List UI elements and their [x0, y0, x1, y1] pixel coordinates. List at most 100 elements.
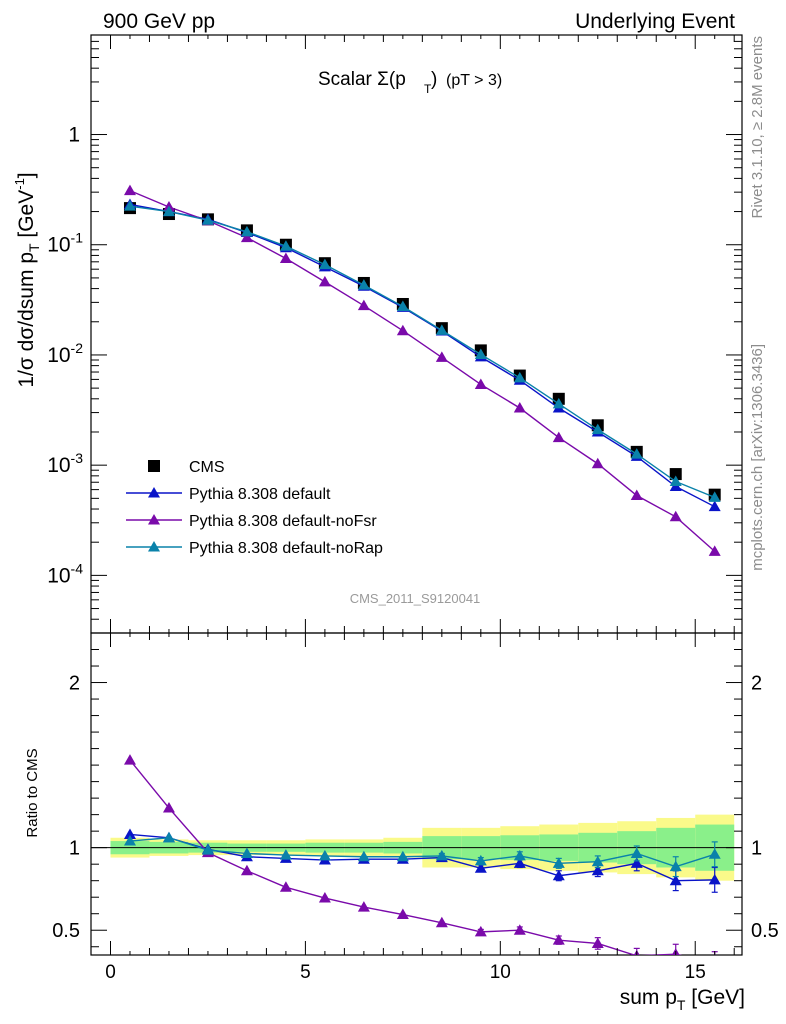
- series-line-noRap: [129, 205, 715, 499]
- data-point-noFsr: [240, 231, 253, 243]
- y-tick-label-lower-right: 2: [751, 673, 762, 695]
- ratio-point-default: [552, 869, 565, 881]
- x-tick-label: 5: [300, 962, 311, 983]
- ratio-point-noRap: [201, 844, 214, 855]
- ratio-point-noRap: [318, 849, 331, 861]
- legend-label-noFsr: Pythia 8.308 default-noFsr: [189, 513, 377, 530]
- legend-marker-cms: [148, 460, 160, 472]
- ratio-point-noRap: [435, 849, 448, 861]
- y-tick-label-upper: 10-4: [47, 560, 83, 587]
- legend-label-noRap: Pythia 8.308 default-noRap: [189, 540, 383, 557]
- ratio-point-noRap: [240, 847, 253, 858]
- ratio-point-noFsr: [552, 934, 565, 945]
- legend-marker-default: [148, 487, 160, 498]
- data-point-noRap: [201, 214, 214, 225]
- ratio-point-default: [474, 862, 487, 873]
- ratio-point-noRap: [474, 854, 487, 866]
- ratio-point-noRap: [591, 855, 604, 867]
- data-point-noRap: [669, 475, 682, 487]
- data-point-noRap: [435, 324, 448, 335]
- ratio-point-noFsr: [474, 925, 487, 937]
- ratio-point-noFsr: [279, 881, 292, 892]
- ratio-point-noFsr: [162, 802, 175, 813]
- plot-title-close: ): [431, 69, 437, 90]
- ratio-line-default: [129, 833, 715, 882]
- ratio-point-noRap: [357, 850, 370, 862]
- data-point-noRap: [318, 258, 331, 270]
- y-tick-label-upper: 1: [68, 124, 80, 147]
- ratio-point-noFsr: [591, 937, 604, 948]
- ratio-point-noFsr: [513, 924, 526, 935]
- data-point-noFsr: [630, 489, 643, 501]
- data-point-noRap: [474, 348, 487, 359]
- data-point-noFsr: [669, 510, 682, 522]
- ratio-point-default: [591, 864, 604, 876]
- legend-label-data: CMS: [189, 459, 225, 476]
- data-point-noFsr: [435, 351, 448, 362]
- rivet-version-label: Rivet 3.1.10, ≥ 2.8M events: [749, 36, 766, 219]
- legend-marker-noFsr: [148, 514, 160, 525]
- svg-text:1/σ dσ/dsum pT [GeV-1]: 1/σ dσ/dsum pT [GeV-1]: [12, 172, 42, 387]
- data-point-noFsr: [357, 299, 370, 311]
- ratio-point-noFsr: [396, 908, 409, 920]
- data-point-noFsr: [396, 324, 409, 336]
- ratio-point-noRap: [279, 849, 292, 860]
- ratio-plot-panel: 0 5 10 15 0.5 0.5 1 1 2 2 Ratio to CMS sum pT [Ge…: [24, 632, 779, 1013]
- ratio-point-default: [669, 874, 682, 886]
- data-point-noFsr: [474, 378, 487, 389]
- data-point-noRap: [552, 397, 565, 409]
- data-point-noRap: [162, 205, 175, 217]
- data-point-noRap: [123, 200, 136, 211]
- legend-marker-noRap: [148, 541, 160, 552]
- series-line-noFsr: [129, 189, 716, 552]
- plot-title-subscript: T: [424, 82, 432, 96]
- plot-title: Scalar Σ(p T ) (pT > 3): [318, 69, 502, 96]
- collision-label: 900 GeV pp: [103, 10, 215, 33]
- data-point-noRap: [279, 240, 292, 251]
- ratio-point-noRap: [123, 835, 136, 846]
- y-tick-label-upper: 10-3: [47, 450, 83, 477]
- data-point-noFsr: [552, 431, 565, 443]
- y-tick-label-lower-left: 1: [69, 838, 80, 860]
- ratio-point-default: [123, 828, 136, 839]
- mcplots-reference-label: mcplots.cern.ch [arXiv:1306.3436]: [749, 344, 766, 571]
- data-point-noRap: [396, 300, 409, 312]
- ratio-point-noRap: [396, 850, 409, 862]
- x-axis-label: sum pT [GeV]: [620, 986, 745, 1013]
- ratio-point-noRap: [552, 857, 565, 868]
- y-tick-label-lower-left: 0.5: [52, 920, 80, 942]
- ratio-point-default: [513, 857, 526, 868]
- data-point-noFsr: [591, 457, 604, 469]
- plot-title-cut: (pT > 3): [446, 72, 502, 89]
- data-point-noRap: [513, 371, 526, 383]
- legend: CMS Pythia 8.308 default Pythia 8.308 defa…: [126, 459, 383, 557]
- ratio-point-noFsr: [123, 754, 136, 765]
- data-point-noRap: [591, 423, 604, 435]
- data-point-noRap: [240, 225, 253, 237]
- y-tick-label-lower-left: 2: [69, 673, 80, 695]
- upper-y-axis-label: 1/σ dσ/dsum pT [GeV-1]: [12, 172, 42, 387]
- x-tick-label: 15: [685, 962, 706, 983]
- ratio-point-noFsr: [709, 957, 721, 968]
- ratio-series-noRap: [123, 831, 721, 878]
- ratio-point-default: [630, 857, 643, 868]
- ratio-line-noRap: [129, 837, 715, 868]
- ratio-point-noFsr: [357, 901, 370, 912]
- series-noRap: [123, 200, 721, 502]
- ratio-point-noFsr: [240, 864, 253, 876]
- y-tick-label-upper: 10-1: [47, 230, 83, 257]
- process-label: Underlying Event: [575, 10, 735, 33]
- svg-text:sum pT [GeV]: sum pT [GeV]: [620, 986, 745, 1013]
- ratio-point-noRap: [630, 847, 643, 858]
- data-point-noFsr: [123, 184, 136, 196]
- y-tick-label-upper: 10-2: [47, 340, 83, 367]
- series-data: [123, 202, 721, 501]
- ratio-y-axis-label: Ratio to CMS: [24, 748, 41, 837]
- x-tick-label: 10: [490, 962, 511, 983]
- ratio-point-noRap: [669, 860, 682, 872]
- data-point-cms: [669, 468, 682, 481]
- data-point-noFsr: [279, 252, 292, 264]
- data-point-default: [708, 500, 721, 512]
- ratio-point-noRap: [708, 848, 721, 859]
